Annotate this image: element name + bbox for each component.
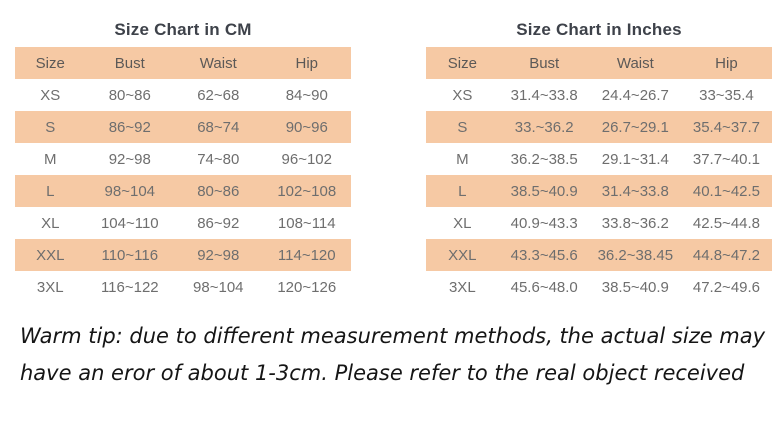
column-header-bust: Bust [529, 54, 560, 72]
size-cell: XS [40, 86, 61, 104]
measurement-cell: 24.4~26.7 [601, 86, 669, 104]
measurement-cell: 38.5~40.9 [601, 278, 669, 296]
measurement-cell: 31.4~33.8 [601, 182, 669, 200]
table-row-xxl: XXL 43.3~45.6 36.2~38.45 44.8~47.2 [426, 239, 772, 271]
table-row-l: L 98~104 80~86 102~108 [15, 175, 351, 207]
table-row-xs: XS 80~86 62~68 84~90 [15, 79, 351, 111]
measurement-cell: 114~120 [277, 246, 336, 264]
size-cell: L [46, 182, 55, 200]
measurement-cell: 74~80 [197, 150, 240, 168]
table-row-m: M 36.2~38.5 29.1~31.4 37.7~40.1 [426, 143, 772, 175]
measurement-cell: 29.1~31.4 [601, 150, 669, 168]
column-header-hip: Hip [715, 54, 738, 72]
measurement-cell: 40.1~42.5 [692, 182, 761, 200]
measurement-cell: 68~74 [197, 118, 240, 136]
size-chart-inches-title: Size Chart in Inches [516, 20, 682, 39]
size-chart-inches-table: Size Bust Waist Hip XS 31.4~33.8 24.4~26.7 33~3… [426, 47, 772, 303]
table-row-xl: XL 104~110 86~92 108~114 [15, 207, 351, 239]
size-cell: XXL [36, 246, 65, 264]
table-row-s: S 86~92 68~74 90~96 [15, 111, 351, 143]
column-header-waist: Waist [199, 54, 237, 72]
measurement-cell: 35.4~37.7 [692, 118, 761, 136]
column-header-waist: Waist [616, 54, 654, 72]
size-cell: M [456, 150, 469, 168]
measurement-cell: 104~110 [100, 214, 159, 232]
header-row: Size Bust Waist Hip [15, 47, 351, 79]
size-cell: XXL [448, 246, 477, 264]
measurement-cell: 116~122 [100, 278, 159, 296]
measurement-cell: 33.8~36.2 [601, 214, 669, 232]
measurement-cell: 120~126 [277, 278, 337, 296]
size-cell: XL [453, 214, 472, 232]
measurement-cell: 92~98 [108, 150, 151, 168]
size-cell: XL [41, 214, 60, 232]
measurement-cell: 36.2~38.5 [510, 150, 578, 168]
measurement-cell: 90~96 [285, 118, 328, 136]
size-cell: 3XL [36, 278, 64, 296]
table-row-l: L 38.5~40.9 31.4~33.8 40.1~42.5 [426, 175, 772, 207]
measurement-cell: 42.5~44.8 [692, 214, 761, 232]
measurement-cell: 44.8~47.2 [692, 246, 761, 264]
measurement-cell: 80~86 [197, 182, 240, 200]
size-cell: S [457, 118, 468, 136]
size-cell: M [44, 150, 57, 168]
measurement-cell: 36.2~38.45 [597, 246, 674, 264]
table-row-xl: XL 40.9~43.3 33.8~36.2 42.5~44.8 [426, 207, 772, 239]
column-header-hip: Hip [295, 54, 319, 72]
measurement-cell: 43.3~45.6 [510, 246, 578, 264]
table-row-xs: XS 31.4~33.8 24.4~26.7 33~35.4 [426, 79, 772, 111]
measurement-cell: 62~68 [197, 86, 240, 104]
column-header-size: Size [35, 54, 65, 72]
table-row-3xl: 3XL 116~122 98~104 120~126 [15, 271, 351, 303]
table-row-xxl: XXL 110~116 92~98 114~120 [15, 239, 351, 271]
size-tables-container: Size Chart in CM Size Bust Waist Hip XS 80~86… [15, 20, 772, 303]
measurement-cell: 108~114 [277, 214, 336, 232]
size-chart-cm-section: Size Chart in CM Size Bust Waist Hip XS 80~86… [15, 20, 351, 303]
measurement-cell: 47.2~49.6 [692, 278, 761, 296]
size-cell: S [45, 118, 56, 136]
measurement-cell: 38.5~40.9 [510, 182, 578, 200]
measurement-cell: 45.6~48.0 [510, 278, 578, 296]
size-chart-cm-title: Size Chart in CM [114, 20, 252, 39]
table-row-s: S 33.~36.2 26.7~29.1 35.4~37.7 [426, 111, 772, 143]
measurement-cell: 40.9~43.3 [510, 214, 578, 232]
size-cell: L [458, 182, 467, 200]
size-cell: 3XL [448, 278, 476, 296]
measurement-cell: 86~92 [197, 214, 240, 232]
warm-tip-note: Warm tip: due to different measurement m… [20, 324, 766, 385]
measurement-cell: 96~102 [281, 150, 332, 168]
measurement-cell: 26.7~29.1 [601, 118, 669, 136]
measurement-cell: 37.7~40.1 [692, 150, 761, 168]
size-chart-cm-table: Size Bust Waist Hip XS 80~86 62~68 84~90 S 86~92 6… [15, 47, 351, 303]
measurement-cell: 102~108 [277, 182, 337, 200]
column-header-size: Size [447, 54, 477, 72]
measurement-cell: 80~86 [108, 86, 151, 104]
size-cell: XS [452, 86, 473, 104]
table-row-3xl: 3XL 45.6~48.0 38.5~40.9 47.2~49.6 [426, 271, 772, 303]
table-row-m: M 92~98 74~80 96~102 [15, 143, 351, 175]
measurement-cell: 33.~36.2 [514, 118, 574, 136]
measurement-cell: 33~35.4 [699, 86, 754, 104]
measurement-cell: 84~90 [285, 86, 328, 104]
column-header-bust: Bust [114, 54, 145, 72]
measurement-cell: 110~116 [101, 246, 159, 264]
measurement-cell: 92~98 [197, 246, 240, 264]
measurement-cell: 98~104 [193, 278, 244, 296]
size-chart-inches-section: Size Chart in Inches Size Bust Waist Hip XS 3… [426, 20, 772, 303]
measurement-cell: 31.4~33.8 [510, 86, 578, 104]
measurement-cell: 86~92 [108, 118, 151, 136]
measurement-cell: 98~104 [104, 182, 156, 200]
header-row: Size Bust Waist Hip [426, 47, 772, 79]
